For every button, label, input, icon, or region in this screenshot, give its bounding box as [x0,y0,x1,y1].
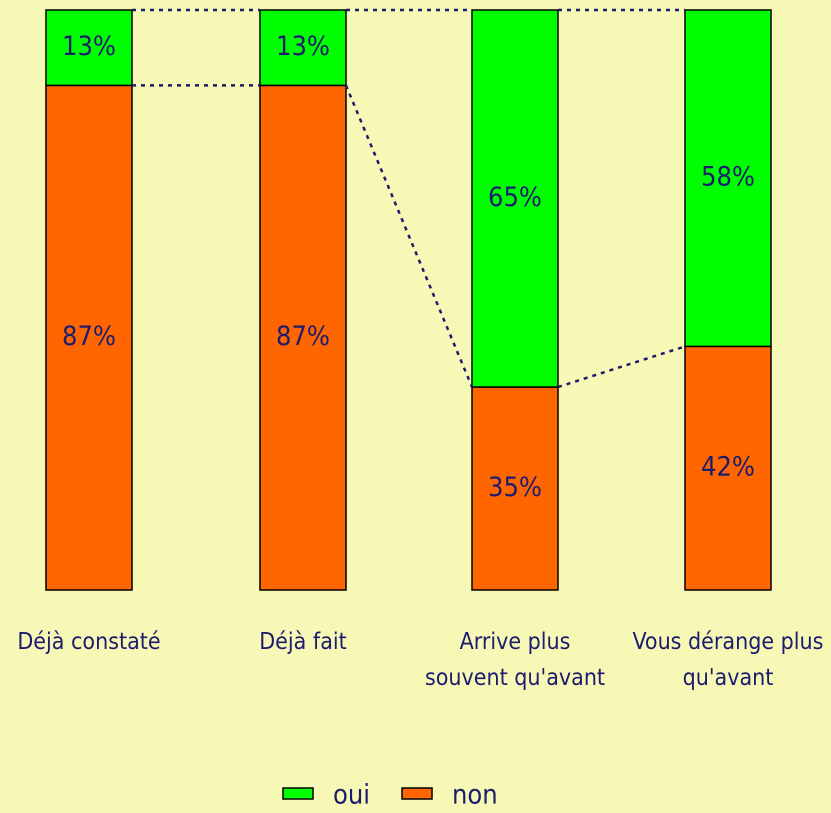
data-label: 65% [488,182,542,213]
bar-segment [684,345,772,591]
x-tick-label: Déjà fait [259,629,347,655]
bar-segment [471,9,559,388]
connector [344,84,474,388]
connector [557,345,686,389]
data-label: 35% [488,472,542,503]
legend-swatch [401,787,433,800]
legend-label: oui [333,780,370,811]
legend-swatch [282,787,314,800]
legend-label: non [452,780,498,811]
data-label: 13% [62,31,116,62]
data-label: 42% [701,452,755,483]
data-label: 87% [62,321,116,352]
data-label: 13% [276,31,330,62]
bar-segment [259,9,347,87]
data-label: 58% [701,162,755,193]
bar-segment [45,84,133,591]
bar-segment [684,9,772,348]
x-tick-label: Arrive plus souvent qu'avant [424,629,606,691]
x-tick-label: Déjà constaté [17,629,161,655]
bar-segment [471,386,559,591]
bar-segment [45,9,133,87]
x-tick-label: Vous dérange plus qu'avant [632,629,824,691]
data-label: 87% [276,321,330,352]
bar-segment [259,84,347,591]
